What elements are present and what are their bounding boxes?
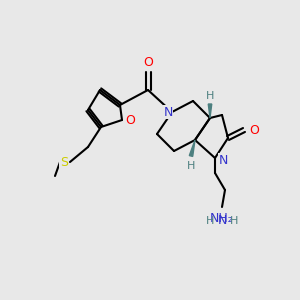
- Polygon shape: [189, 140, 195, 156]
- Polygon shape: [208, 104, 212, 118]
- Text: N: N: [163, 106, 173, 118]
- Text: S: S: [60, 155, 68, 169]
- Text: H: H: [187, 161, 195, 171]
- Text: N: N: [217, 214, 227, 227]
- Text: O: O: [125, 113, 135, 127]
- Text: NH₂: NH₂: [210, 212, 234, 226]
- Text: H: H: [230, 216, 238, 226]
- Text: N: N: [218, 154, 228, 166]
- Text: H: H: [206, 91, 214, 101]
- Text: O: O: [143, 56, 153, 70]
- Text: O: O: [249, 124, 259, 136]
- Text: H: H: [206, 216, 214, 226]
